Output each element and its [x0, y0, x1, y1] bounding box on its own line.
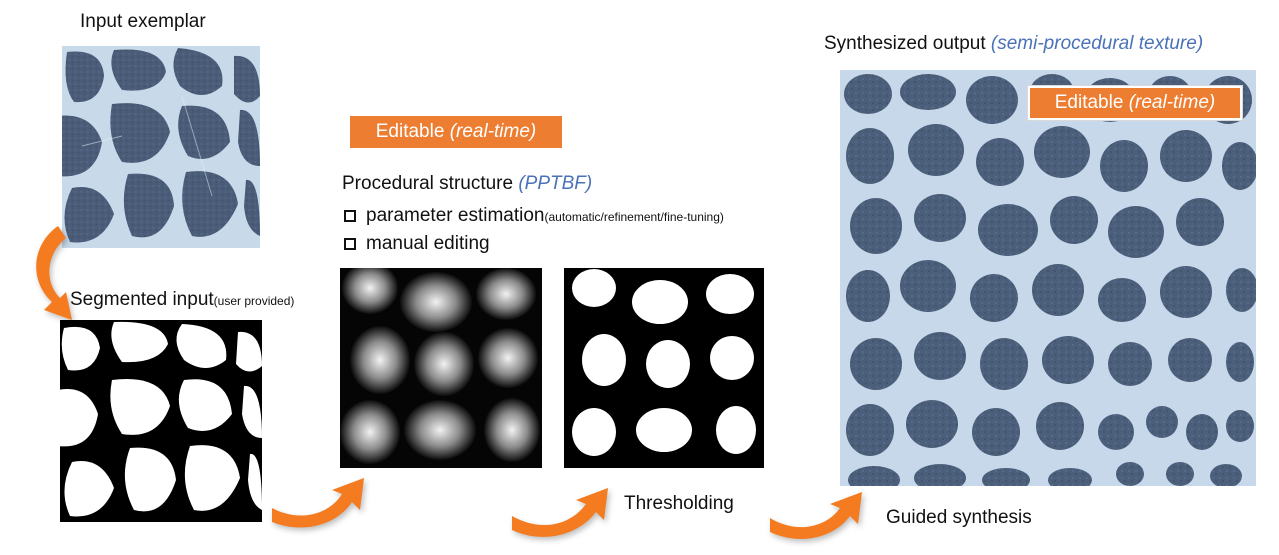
curved-arrow-icon	[770, 492, 862, 539]
checkbox-icon	[344, 238, 356, 250]
curved-arrow-icon	[272, 478, 364, 528]
input-exemplar-image	[62, 46, 260, 248]
checklist-item-manual-editing: manual editing	[344, 234, 490, 253]
thresholding-label: Thresholding	[624, 493, 734, 514]
procedural-structure-label: Procedural structure (PPTBF)	[342, 173, 593, 194]
pptbf-structure-image	[340, 268, 542, 468]
checkbox-icon	[344, 210, 356, 222]
checklist-item-parameter-estimation: parameter estimation(automatic/refinemen…	[344, 206, 724, 225]
editable-realtime-badge: Editable (real-time)	[350, 116, 562, 148]
editable-realtime-badge-output: Editable (real-time)	[1028, 86, 1242, 120]
curved-arrow-icon	[36, 226, 72, 320]
synthesized-output-label: Synthesized output (semi-procedural text…	[824, 33, 1204, 54]
guided-synthesis-label: Guided synthesis	[886, 507, 1032, 528]
segmented-input-image	[60, 320, 262, 522]
curved-arrow-icon	[512, 488, 608, 537]
input-exemplar-label: Input exemplar	[80, 11, 206, 32]
threshold-image	[564, 268, 764, 468]
segmented-input-label: Segmented input(user provided)	[70, 289, 295, 310]
synthesized-output-image	[840, 70, 1256, 486]
